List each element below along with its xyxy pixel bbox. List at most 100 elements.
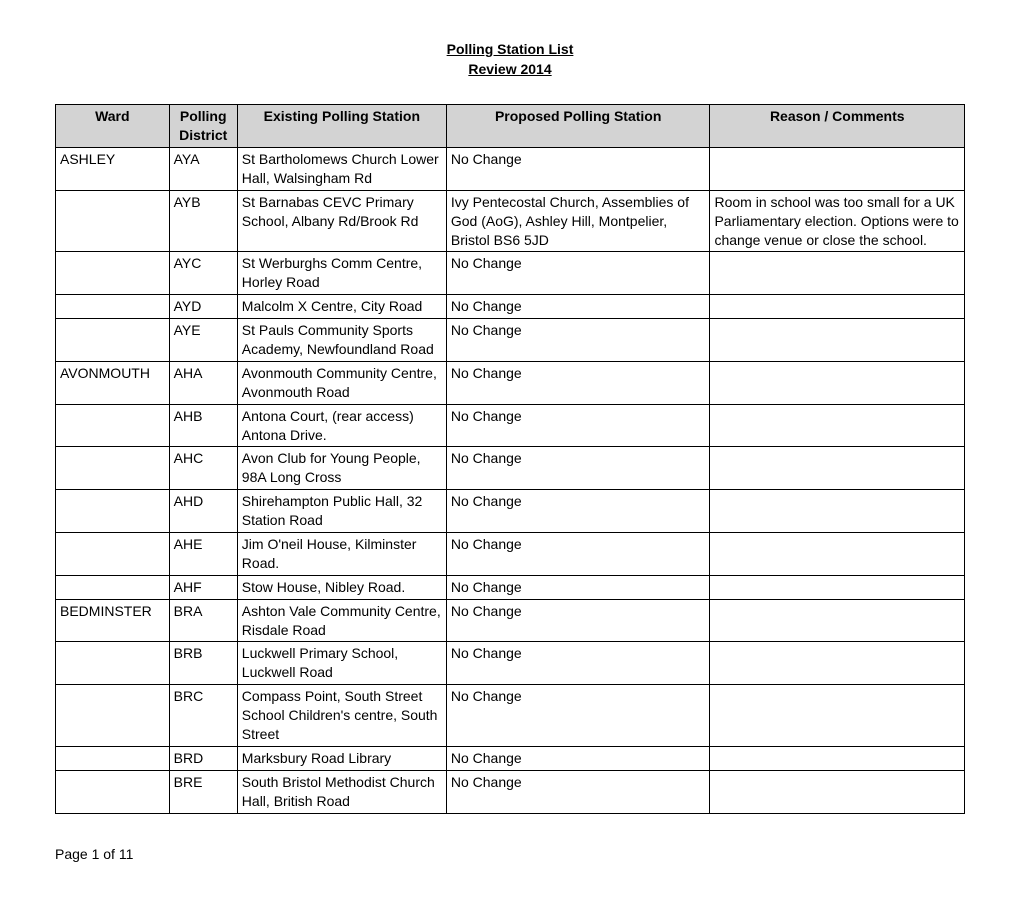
cell-district: BRC — [169, 685, 237, 747]
cell-existing: St Bartholomews Church Lower Hall, Walsi… — [237, 147, 446, 190]
cell-district: AYD — [169, 295, 237, 319]
cell-district: BRB — [169, 642, 237, 685]
cell-existing: Avonmouth Community Centre, Avonmouth Ro… — [237, 361, 446, 404]
table-row: AHCAvon Club for Young People, 98A Long … — [56, 447, 965, 490]
table-row: AYDMalcolm X Centre, City RoadNo Change — [56, 295, 965, 319]
cell-ward: ASHLEY — [56, 147, 170, 190]
cell-reason — [710, 599, 965, 642]
table-row: BRESouth Bristol Methodist Church Hall, … — [56, 770, 965, 813]
cell-ward — [56, 575, 170, 599]
cell-existing: Avon Club for Young People, 98A Long Cro… — [237, 447, 446, 490]
cell-ward — [56, 252, 170, 295]
table-row: AHBAntona Court, (rear access) Antona Dr… — [56, 404, 965, 447]
table-row: BRBLuckwell Primary School, Luckwell Roa… — [56, 642, 965, 685]
cell-district: BRE — [169, 770, 237, 813]
cell-existing: St Barnabas CEVC Primary School, Albany … — [237, 190, 446, 252]
cell-reason — [710, 685, 965, 747]
table-row: AHDShirehampton Public Hall, 32 Station … — [56, 490, 965, 533]
cell-existing: Antona Court, (rear access) Antona Drive… — [237, 404, 446, 447]
cell-ward — [56, 447, 170, 490]
cell-district: BRD — [169, 746, 237, 770]
table-row: AYBSt Barnabas CEVC Primary School, Alba… — [56, 190, 965, 252]
table-row: AHFStow House, Nibley Road.No Change — [56, 575, 965, 599]
cell-ward — [56, 746, 170, 770]
cell-district: AHF — [169, 575, 237, 599]
cell-proposed: No Change — [446, 770, 710, 813]
cell-proposed: No Change — [446, 404, 710, 447]
table-row: AYESt Pauls Community Sports Academy, Ne… — [56, 319, 965, 362]
page-footer: Page 1 of 11 — [55, 846, 965, 862]
cell-reason — [710, 770, 965, 813]
cell-proposed: No Change — [446, 746, 710, 770]
cell-reason — [710, 575, 965, 599]
table-row: ASHLEYAYASt Bartholomews Church Lower Ha… — [56, 147, 965, 190]
title-line-1: Polling Station List — [55, 40, 965, 60]
cell-existing: Jim O'neil House, Kilminster Road. — [237, 533, 446, 576]
cell-proposed: No Change — [446, 147, 710, 190]
cell-ward — [56, 404, 170, 447]
cell-ward — [56, 190, 170, 252]
cell-ward: AVONMOUTH — [56, 361, 170, 404]
cell-existing: St Werburghs Comm Centre, Horley Road — [237, 252, 446, 295]
cell-ward — [56, 319, 170, 362]
cell-proposed: Ivy Pentecostal Church, Assemblies of Go… — [446, 190, 710, 252]
cell-existing: St Pauls Community Sports Academy, Newfo… — [237, 319, 446, 362]
cell-existing: Marksbury Road Library — [237, 746, 446, 770]
cell-existing: South Bristol Methodist Church Hall, Bri… — [237, 770, 446, 813]
cell-proposed: No Change — [446, 319, 710, 362]
cell-reason — [710, 642, 965, 685]
header-district: Polling District — [169, 105, 237, 148]
cell-district: AYC — [169, 252, 237, 295]
cell-ward — [56, 490, 170, 533]
cell-reason — [710, 533, 965, 576]
table-row: AYCSt Werburghs Comm Centre, Horley Road… — [56, 252, 965, 295]
cell-existing: Luckwell Primary School, Luckwell Road — [237, 642, 446, 685]
cell-district: AHE — [169, 533, 237, 576]
cell-proposed: No Change — [446, 490, 710, 533]
table-row: AVONMOUTHAHAAvonmouth Community Centre, … — [56, 361, 965, 404]
cell-proposed: No Change — [446, 575, 710, 599]
cell-ward — [56, 533, 170, 576]
table-row: BEDMINSTERBRAAshton Vale Community Centr… — [56, 599, 965, 642]
cell-district: AHA — [169, 361, 237, 404]
cell-proposed: No Change — [446, 599, 710, 642]
cell-reason — [710, 746, 965, 770]
cell-reason — [710, 252, 965, 295]
header-ward: Ward — [56, 105, 170, 148]
cell-reason — [710, 319, 965, 362]
cell-district: AYB — [169, 190, 237, 252]
cell-proposed: No Change — [446, 252, 710, 295]
cell-district: AYE — [169, 319, 237, 362]
document-title: Polling Station List Review 2014 — [55, 40, 965, 79]
cell-ward — [56, 642, 170, 685]
cell-existing: Ashton Vale Community Centre, Risdale Ro… — [237, 599, 446, 642]
header-proposed: Proposed Polling Station — [446, 105, 710, 148]
cell-reason — [710, 295, 965, 319]
cell-ward — [56, 295, 170, 319]
title-line-2: Review 2014 — [55, 60, 965, 80]
cell-reason — [710, 404, 965, 447]
cell-reason — [710, 361, 965, 404]
cell-existing: Malcolm X Centre, City Road — [237, 295, 446, 319]
cell-existing: Stow House, Nibley Road. — [237, 575, 446, 599]
cell-reason — [710, 147, 965, 190]
polling-station-table: Ward Polling District Existing Polling S… — [55, 104, 965, 813]
cell-reason — [710, 447, 965, 490]
cell-proposed: No Change — [446, 533, 710, 576]
table-row: BRDMarksbury Road LibraryNo Change — [56, 746, 965, 770]
cell-ward — [56, 685, 170, 747]
cell-proposed: No Change — [446, 295, 710, 319]
cell-district: AHB — [169, 404, 237, 447]
cell-district: BRA — [169, 599, 237, 642]
header-existing: Existing Polling Station — [237, 105, 446, 148]
cell-existing: Shirehampton Public Hall, 32 Station Roa… — [237, 490, 446, 533]
cell-proposed: No Change — [446, 447, 710, 490]
cell-proposed: No Change — [446, 642, 710, 685]
cell-existing: Compass Point, South Street School Child… — [237, 685, 446, 747]
cell-reason — [710, 490, 965, 533]
cell-ward: BEDMINSTER — [56, 599, 170, 642]
cell-district: AHC — [169, 447, 237, 490]
cell-ward — [56, 770, 170, 813]
cell-district: AYA — [169, 147, 237, 190]
cell-district: AHD — [169, 490, 237, 533]
